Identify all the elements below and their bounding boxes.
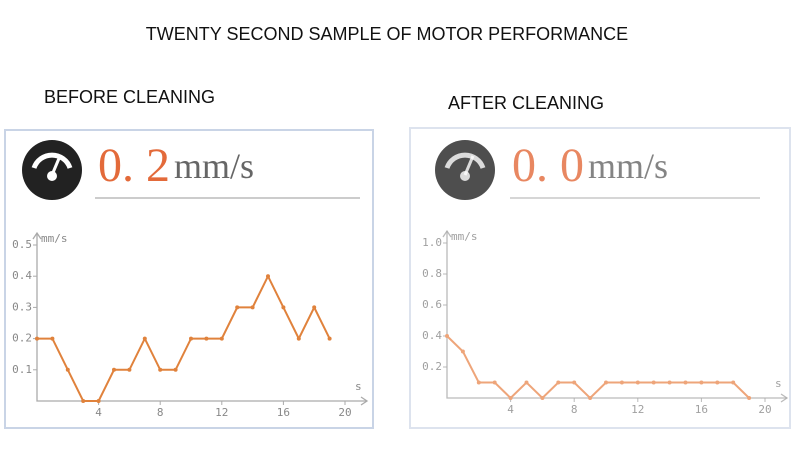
- y-tick-label: 0.2: [12, 332, 32, 345]
- y-axis-label: mm/s: [41, 232, 68, 245]
- data-point: [556, 380, 561, 385]
- x-tick-label: 16: [695, 403, 708, 416]
- gauge-dial: [444, 152, 486, 169]
- gauge-icon: [22, 140, 82, 200]
- readout-unit: mm/s: [588, 146, 668, 186]
- data-point: [524, 380, 529, 385]
- y-tick-label: 0.6: [422, 298, 442, 311]
- axis: [446, 231, 787, 399]
- y-tick-label: 0.1: [12, 363, 32, 376]
- y-tick-label: 0.4: [12, 269, 32, 282]
- x-tick-label: 4: [95, 406, 102, 419]
- data-line: [37, 273, 331, 402]
- gauge-hub: [47, 171, 57, 181]
- data-line: [446, 335, 750, 400]
- y-tick-label: 0.8: [422, 267, 442, 280]
- data-point: [142, 336, 147, 341]
- data-point: [189, 336, 193, 341]
- data-point: [699, 380, 704, 385]
- y-tick-label: 0.2: [422, 360, 442, 373]
- data-point: [81, 399, 86, 403]
- panel-title: AFTER CLEANING: [448, 93, 604, 113]
- x-axis-label: s: [775, 377, 782, 390]
- data-point: [667, 380, 672, 385]
- data-point: [50, 336, 55, 341]
- data-point: [173, 367, 178, 372]
- data-point: [492, 380, 497, 385]
- data-point: [112, 367, 116, 372]
- x-tick-label: 8: [157, 406, 164, 419]
- data-point: [96, 399, 101, 403]
- page-title: TWENTY SECOND SAMPLE OF MOTOR PERFORMANC…: [146, 24, 628, 44]
- y-tick-label: 0.5: [12, 238, 32, 251]
- gauge-icon: [435, 140, 495, 200]
- data-point: [604, 380, 608, 385]
- x-tick-label: 4: [507, 403, 514, 416]
- axis: [36, 233, 367, 402]
- data-point: [588, 396, 593, 400]
- gauge-dial: [31, 152, 73, 169]
- y-tick-label: 0.4: [422, 329, 442, 342]
- readout-value: 0. 2: [98, 139, 170, 192]
- data-point: [619, 380, 624, 385]
- panel-title: BEFORE CLEANING: [44, 87, 215, 107]
- data-point: [445, 334, 449, 338]
- data-point: [281, 305, 286, 310]
- gauge-hub: [460, 171, 470, 181]
- y-tick-label: 0.3: [12, 300, 32, 313]
- x-tick-label: 8: [571, 403, 578, 416]
- data-point: [204, 336, 209, 341]
- x-tick-label: 20: [338, 406, 351, 419]
- data-point: [250, 305, 255, 310]
- y-axis-label: mm/s: [451, 230, 478, 243]
- data-point: [635, 380, 640, 385]
- readout-value: 0. 0: [512, 139, 584, 192]
- data-point: [35, 336, 39, 341]
- data-point: [747, 396, 752, 400]
- data-point: [683, 380, 688, 385]
- data-point: [266, 274, 270, 279]
- data-point: [235, 305, 240, 310]
- data-point: [127, 367, 132, 372]
- x-axis-label: s: [355, 380, 362, 393]
- data-point: [508, 396, 513, 400]
- data-point: [715, 380, 720, 385]
- data-point: [460, 349, 465, 354]
- data-point: [327, 336, 332, 341]
- readout: 0. 0 mm/s: [512, 139, 668, 192]
- axis-arrow: [442, 229, 789, 403]
- data-point: [476, 380, 481, 385]
- data-point: [572, 380, 577, 385]
- x-tick-label: 12: [631, 403, 644, 416]
- data-point: [158, 367, 163, 372]
- readout: 0. 2 mm/s: [98, 139, 254, 192]
- axis-arrow: [32, 231, 369, 406]
- data-point: [731, 380, 736, 385]
- data-point: [651, 380, 656, 385]
- x-tick-label: 20: [758, 403, 771, 416]
- data-point: [65, 367, 70, 372]
- data-point: [312, 305, 317, 310]
- readout-unit: mm/s: [174, 146, 254, 186]
- data-point: [296, 336, 301, 341]
- x-tick-label: 12: [215, 406, 228, 419]
- y-tick-label: 1.0: [422, 236, 442, 249]
- data-point: [219, 336, 224, 341]
- data-point: [540, 396, 545, 400]
- x-tick-label: 16: [277, 406, 290, 419]
